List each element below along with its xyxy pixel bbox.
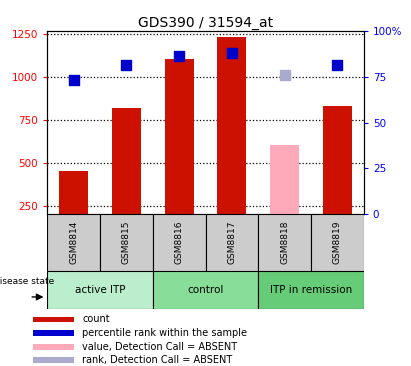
Point	[176, 53, 182, 59]
Text: GSM8815: GSM8815	[122, 221, 131, 264]
Point	[123, 62, 130, 68]
Text: GSM8817: GSM8817	[227, 221, 236, 264]
Text: percentile rank within the sample: percentile rank within the sample	[82, 328, 247, 338]
Text: value, Detection Call = ABSENT: value, Detection Call = ABSENT	[82, 342, 237, 352]
Bar	[47, 271, 153, 309]
Text: GSM8818: GSM8818	[280, 221, 289, 264]
Point	[229, 50, 235, 56]
Bar	[258, 214, 311, 271]
Bar	[311, 214, 364, 271]
Bar	[112, 108, 141, 214]
Bar	[33, 330, 74, 336]
Text: GSM8819: GSM8819	[333, 221, 342, 264]
Bar	[153, 271, 258, 309]
Bar	[33, 358, 74, 363]
Text: ITP in remission: ITP in remission	[270, 285, 352, 295]
Text: active ITP: active ITP	[75, 285, 125, 295]
Point	[281, 72, 288, 78]
Bar	[47, 214, 100, 271]
Text: control: control	[187, 285, 224, 295]
Bar	[165, 59, 194, 214]
Bar	[270, 145, 299, 214]
Bar	[323, 106, 352, 214]
Point	[334, 62, 341, 68]
Title: GDS390 / 31594_at: GDS390 / 31594_at	[138, 16, 273, 30]
Bar	[33, 317, 74, 322]
Bar	[217, 37, 246, 214]
Bar	[258, 271, 364, 309]
Text: GSM8816: GSM8816	[175, 221, 184, 264]
Text: count: count	[82, 314, 110, 325]
Text: disease state: disease state	[0, 277, 54, 286]
Bar	[100, 214, 153, 271]
Text: rank, Detection Call = ABSENT: rank, Detection Call = ABSENT	[82, 355, 233, 365]
Bar	[33, 344, 74, 350]
Bar	[153, 214, 206, 271]
Text: GSM8814: GSM8814	[69, 221, 78, 264]
Bar	[206, 214, 258, 271]
Point	[70, 77, 77, 83]
Bar	[59, 171, 88, 214]
